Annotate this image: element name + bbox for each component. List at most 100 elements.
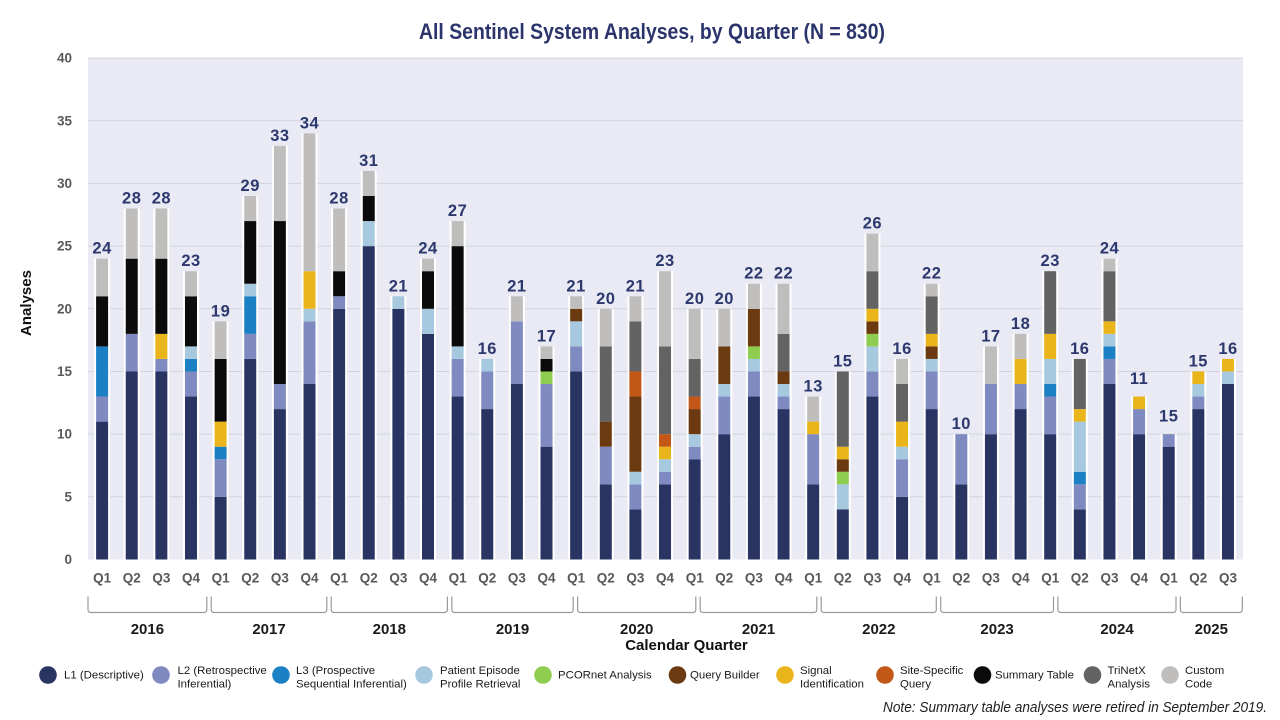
svg-text:20: 20 <box>685 290 704 308</box>
svg-text:Q1: Q1 <box>449 571 468 586</box>
svg-text:28: 28 <box>122 190 141 208</box>
svg-text:10: 10 <box>57 427 72 442</box>
svg-text:Q1: Q1 <box>686 571 705 586</box>
svg-text:Q1: Q1 <box>1160 571 1179 586</box>
svg-text:11: 11 <box>1130 370 1148 388</box>
svg-text:Q1: Q1 <box>212 571 231 586</box>
svg-text:Q1: Q1 <box>923 571 942 586</box>
svg-text:2022: 2022 <box>862 621 895 638</box>
svg-text:Inferential): Inferential) <box>178 679 232 691</box>
svg-text:13: 13 <box>804 378 823 396</box>
svg-text:Q2: Q2 <box>1189 571 1207 586</box>
svg-text:34: 34 <box>300 114 320 132</box>
svg-text:2018: 2018 <box>373 621 406 638</box>
svg-text:16: 16 <box>1070 340 1089 358</box>
svg-text:25: 25 <box>57 239 73 254</box>
svg-text:Q3: Q3 <box>152 571 171 586</box>
svg-text:35: 35 <box>57 113 73 128</box>
svg-text:Q4: Q4 <box>656 571 675 586</box>
svg-text:Q1: Q1 <box>804 571 823 586</box>
svg-text:2016: 2016 <box>131 621 164 638</box>
svg-text:29: 29 <box>241 177 260 195</box>
svg-text:16: 16 <box>478 340 497 358</box>
svg-text:Q4: Q4 <box>182 571 201 586</box>
svg-text:Note: Summary table analyses w: Note: Summary table analyses were retire… <box>883 700 1267 716</box>
svg-text:23: 23 <box>1041 252 1060 270</box>
svg-text:Profile Retrieval: Profile Retrieval <box>440 679 520 691</box>
svg-text:30: 30 <box>57 176 72 191</box>
svg-text:Q1: Q1 <box>330 571 349 586</box>
svg-text:Q2: Q2 <box>834 571 852 586</box>
svg-text:Q1: Q1 <box>1041 571 1060 586</box>
svg-text:24: 24 <box>418 240 438 258</box>
svg-text:TriNetX: TriNetX <box>1108 665 1147 677</box>
svg-text:Q3: Q3 <box>508 571 527 586</box>
svg-text:Analyses: Analyses <box>18 270 35 336</box>
svg-text:0: 0 <box>64 552 72 567</box>
svg-text:Custom: Custom <box>1185 665 1224 677</box>
svg-text:20: 20 <box>57 301 72 316</box>
svg-text:2021: 2021 <box>742 621 775 638</box>
svg-text:2020: 2020 <box>620 621 653 638</box>
svg-text:Q2: Q2 <box>1071 571 1089 586</box>
svg-text:L2 (Retrospective: L2 (Retrospective <box>178 665 267 677</box>
svg-text:Q1: Q1 <box>567 571 586 586</box>
svg-text:Q2: Q2 <box>241 571 259 586</box>
svg-text:27: 27 <box>448 202 467 220</box>
svg-text:2017: 2017 <box>252 621 285 638</box>
svg-text:L3 (Prospective: L3 (Prospective <box>296 665 375 677</box>
svg-text:19: 19 <box>211 302 230 320</box>
svg-text:21: 21 <box>626 277 645 295</box>
svg-text:Q4: Q4 <box>419 571 438 586</box>
svg-text:Signal: Signal <box>800 665 832 677</box>
svg-text:18: 18 <box>1011 315 1030 333</box>
svg-text:20: 20 <box>715 290 734 308</box>
svg-text:28: 28 <box>329 190 348 208</box>
svg-text:15: 15 <box>1159 408 1178 426</box>
svg-text:Q3: Q3 <box>1219 571 1238 586</box>
svg-text:L1 (Descriptive): L1 (Descriptive) <box>64 670 144 682</box>
svg-text:Q3: Q3 <box>863 571 882 586</box>
svg-text:Q3: Q3 <box>1100 571 1119 586</box>
svg-text:All Sentinel System Analyses,: All Sentinel System Analyses, by Quarter… <box>419 19 885 44</box>
svg-text:22: 22 <box>744 265 763 283</box>
svg-text:31: 31 <box>359 152 378 170</box>
svg-text:Q3: Q3 <box>626 571 645 586</box>
svg-text:40: 40 <box>57 51 72 66</box>
svg-text:Q2: Q2 <box>597 571 615 586</box>
svg-text:Site-Specific: Site-Specific <box>900 665 964 677</box>
svg-text:21: 21 <box>566 277 585 295</box>
svg-text:16: 16 <box>892 340 911 358</box>
svg-text:33: 33 <box>270 127 289 145</box>
svg-text:2019: 2019 <box>496 621 529 638</box>
svg-text:2024: 2024 <box>1100 621 1134 638</box>
svg-text:Analysis: Analysis <box>1108 679 1151 691</box>
svg-text:10: 10 <box>952 415 971 433</box>
svg-text:Q4: Q4 <box>1012 571 1031 586</box>
svg-text:Summary Table: Summary Table <box>995 670 1074 682</box>
svg-text:Q4: Q4 <box>537 571 556 586</box>
svg-text:23: 23 <box>655 252 674 270</box>
svg-text:Sequential Inferential): Sequential Inferential) <box>296 679 407 691</box>
svg-text:16: 16 <box>1218 340 1237 358</box>
svg-text:24: 24 <box>92 240 112 258</box>
svg-text:Identification: Identification <box>800 679 864 691</box>
svg-text:Q2: Q2 <box>360 571 378 586</box>
svg-text:Patient Episode: Patient Episode <box>440 665 520 677</box>
svg-text:22: 22 <box>774 265 793 283</box>
svg-text:2023: 2023 <box>980 621 1013 638</box>
svg-text:Q2: Q2 <box>715 571 733 586</box>
svg-text:Q4: Q4 <box>300 571 319 586</box>
svg-text:Q4: Q4 <box>774 571 793 586</box>
svg-text:21: 21 <box>507 277 526 295</box>
svg-text:Q3: Q3 <box>271 571 290 586</box>
svg-text:26: 26 <box>863 215 882 233</box>
svg-text:22: 22 <box>922 265 941 283</box>
svg-text:Q3: Q3 <box>745 571 764 586</box>
svg-text:23: 23 <box>181 252 200 270</box>
svg-text:Query: Query <box>900 679 931 691</box>
svg-text:17: 17 <box>537 327 556 345</box>
svg-text:28: 28 <box>152 190 171 208</box>
svg-text:Q4: Q4 <box>893 571 912 586</box>
svg-text:20: 20 <box>596 290 615 308</box>
